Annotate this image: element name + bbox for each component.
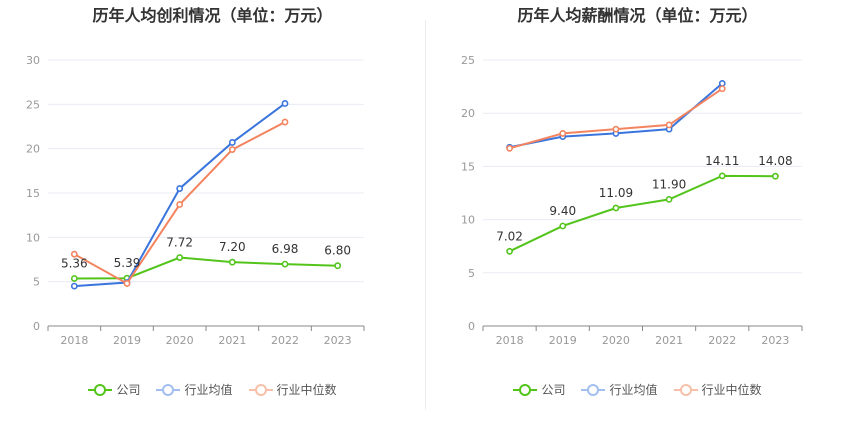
series-line bbox=[509, 174, 776, 253]
legend-item-company[interactable]: 公司 bbox=[513, 381, 565, 398]
salary-line-chart: 0 5 10 15 20 25 2018 2019 2020 2021 2022 2023 7.02 9.… bbox=[461, 54, 803, 347]
legend-label: 行业均值 bbox=[184, 383, 233, 397]
data-point bbox=[70, 275, 78, 282]
data-point bbox=[176, 185, 184, 192]
data-point bbox=[665, 195, 673, 203]
legend-item-industry-median[interactable]: 行业中位数 bbox=[248, 381, 337, 398]
y-tick-label: 25 bbox=[26, 98, 40, 111]
legend-label: 行业中位数 bbox=[701, 383, 762, 397]
x-tick-label: 2019 bbox=[549, 334, 577, 347]
legend-item-company[interactable]: 公司 bbox=[88, 381, 140, 398]
data-point bbox=[123, 280, 131, 287]
data-point bbox=[281, 118, 289, 126]
data-point bbox=[612, 204, 620, 212]
legend-marker-company bbox=[513, 383, 538, 397]
data-label: 11.09 bbox=[599, 186, 633, 200]
y-tick-label: 5 bbox=[468, 267, 475, 280]
data-label: 6.80 bbox=[324, 244, 351, 258]
legend-label: 公司 bbox=[116, 383, 141, 397]
legend-marker-industry-mean bbox=[581, 383, 606, 397]
x-tick-label: 2022 bbox=[271, 334, 299, 347]
y-tick-label: 25 bbox=[461, 54, 475, 67]
data-point bbox=[281, 260, 289, 268]
data-label: 7.02 bbox=[496, 229, 523, 243]
chart-panel-profit: 历年人均创利情况（单位：万元） 0 5 10 15 20 25 30 2018 2019 2020… bbox=[0, 6, 425, 398]
y-tick-label: 15 bbox=[461, 160, 475, 173]
legend-marker-industry-mean bbox=[156, 383, 181, 397]
y-tick-label: 15 bbox=[26, 187, 40, 200]
data-point bbox=[612, 125, 620, 133]
data-point bbox=[228, 139, 236, 146]
legend-marker-company bbox=[88, 383, 113, 397]
y-tick-label: 0 bbox=[33, 320, 40, 333]
data-point bbox=[772, 172, 779, 180]
chart-panel-salary: 历年人均薪酬情况（单位：万元） 0 5 10 15 20 25 2018 2019 2020 20… bbox=[425, 0, 850, 437]
x-tick-label: 2021 bbox=[218, 334, 246, 347]
y-tick-label: 20 bbox=[26, 143, 40, 156]
panel-divider bbox=[425, 20, 426, 410]
data-label: 5.36 bbox=[61, 256, 88, 270]
chart-title: 历年人均创利情况（单位：万元） bbox=[92, 6, 333, 25]
data-label: 7.72 bbox=[166, 236, 193, 250]
x-tick-label: 2023 bbox=[324, 334, 352, 347]
y-tick-label: 20 bbox=[461, 107, 475, 120]
data-point bbox=[334, 262, 342, 270]
x-tick-label: 2020 bbox=[166, 334, 194, 347]
legend-marker-industry-median bbox=[248, 383, 273, 397]
legend-label: 公司 bbox=[541, 383, 566, 397]
data-point bbox=[228, 258, 236, 266]
x-tick-label: 2020 bbox=[602, 334, 630, 347]
legend-item-industry-mean[interactable]: 行业均值 bbox=[156, 381, 233, 398]
series-line bbox=[509, 87, 723, 150]
data-label: 14.08 bbox=[758, 154, 792, 168]
data-point bbox=[281, 100, 289, 107]
data-label: 9.40 bbox=[549, 204, 576, 218]
y-tick-label: 10 bbox=[461, 214, 475, 227]
data-label: 6.98 bbox=[272, 242, 299, 256]
x-tick-label: 2019 bbox=[113, 334, 141, 347]
legend-label: 行业均值 bbox=[609, 383, 658, 397]
x-tick-label: 2018 bbox=[496, 334, 524, 347]
data-label: 14.11 bbox=[705, 154, 739, 168]
data-point bbox=[559, 222, 567, 230]
y-tick-label: 10 bbox=[26, 231, 40, 244]
legend-item-industry-mean[interactable]: 行业均值 bbox=[581, 381, 658, 398]
chart-title: 历年人均薪酬情况（单位：万元） bbox=[517, 6, 758, 25]
data-label: 7.20 bbox=[219, 240, 246, 254]
data-point bbox=[70, 282, 78, 290]
y-tick-label: 30 bbox=[26, 54, 40, 67]
chart-legend: 公司 行业均值 行业中位数 bbox=[425, 381, 850, 398]
legend-item-industry-median[interactable]: 行业中位数 bbox=[673, 381, 762, 398]
y-tick-label: 5 bbox=[33, 276, 40, 289]
legend-marker-industry-median bbox=[673, 383, 698, 397]
data-point bbox=[718, 172, 726, 180]
data-point bbox=[559, 130, 567, 137]
data-point bbox=[718, 85, 726, 93]
x-tick-label: 2021 bbox=[655, 334, 683, 347]
data-point bbox=[176, 254, 184, 261]
data-point bbox=[506, 247, 513, 255]
data-point bbox=[176, 201, 184, 208]
data-label: 5.39 bbox=[114, 256, 141, 270]
data-point bbox=[506, 144, 513, 152]
series-line bbox=[509, 82, 723, 149]
data-point bbox=[665, 121, 673, 129]
profit-line-chart: 0 5 10 15 20 25 30 2018 2019 2020 2021 2022 2023 5.36… bbox=[26, 54, 365, 347]
data-point bbox=[70, 250, 78, 258]
x-tick-label: 2023 bbox=[761, 334, 789, 347]
legend-label: 行业中位数 bbox=[276, 383, 337, 397]
chart-legend: 公司 行业均值 行业中位数 bbox=[0, 381, 425, 398]
y-tick-label: 0 bbox=[468, 320, 475, 333]
x-tick-label: 2022 bbox=[708, 334, 736, 347]
data-label: 11.90 bbox=[652, 177, 686, 191]
data-point bbox=[718, 80, 726, 87]
data-point bbox=[228, 146, 236, 153]
x-tick-label: 2018 bbox=[60, 334, 88, 347]
